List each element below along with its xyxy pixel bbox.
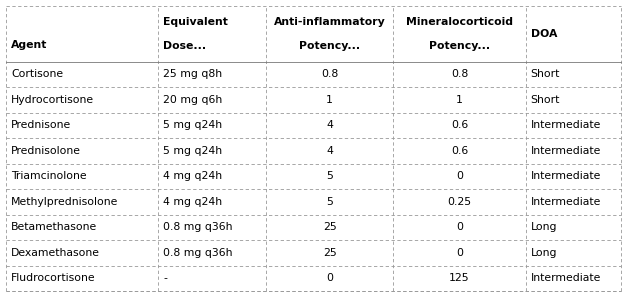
Text: 4: 4 — [326, 146, 333, 156]
Text: Methylprednisolone: Methylprednisolone — [11, 197, 119, 207]
Text: 25: 25 — [323, 248, 337, 258]
Text: 4 mg q24h: 4 mg q24h — [163, 197, 223, 207]
Text: Short: Short — [530, 69, 560, 79]
Text: 0: 0 — [326, 273, 333, 283]
Text: Hydrocortisone: Hydrocortisone — [11, 95, 95, 105]
Text: 0.8 mg q36h: 0.8 mg q36h — [163, 248, 233, 258]
Text: Intermediate: Intermediate — [530, 120, 601, 130]
Text: 0.25: 0.25 — [448, 197, 472, 207]
Text: 0.8: 0.8 — [451, 69, 468, 79]
Text: Mineralocorticoid: Mineralocorticoid — [406, 17, 513, 26]
Text: 5: 5 — [326, 171, 333, 181]
Text: Intermediate: Intermediate — [530, 273, 601, 283]
Text: 0: 0 — [456, 222, 463, 232]
Text: Intermediate: Intermediate — [530, 171, 601, 181]
Text: Prednisolone: Prednisolone — [11, 146, 82, 156]
Text: Long: Long — [530, 222, 557, 232]
Text: Equivalent: Equivalent — [163, 17, 228, 26]
Text: 0.6: 0.6 — [451, 120, 468, 130]
Text: 0.8 mg q36h: 0.8 mg q36h — [163, 222, 233, 232]
Text: Intermediate: Intermediate — [530, 146, 601, 156]
Text: 0.8: 0.8 — [321, 69, 339, 79]
Text: 25: 25 — [323, 222, 337, 232]
Text: Prednisone: Prednisone — [11, 120, 71, 130]
Text: Betamethasone: Betamethasone — [11, 222, 98, 232]
Text: Fludrocortisone: Fludrocortisone — [11, 273, 96, 283]
Text: Cortisone: Cortisone — [11, 69, 63, 79]
Text: 1: 1 — [326, 95, 333, 105]
Text: Potency...: Potency... — [429, 41, 490, 51]
Text: Potency...: Potency... — [299, 41, 361, 51]
Text: Agent: Agent — [11, 40, 48, 50]
Text: 20 mg q6h: 20 mg q6h — [163, 95, 223, 105]
Text: 4 mg q24h: 4 mg q24h — [163, 171, 223, 181]
Text: 0: 0 — [456, 248, 463, 258]
Text: 0.6: 0.6 — [451, 146, 468, 156]
Text: Short: Short — [530, 95, 560, 105]
Text: Dexamethasone: Dexamethasone — [11, 248, 100, 258]
Text: 5: 5 — [326, 197, 333, 207]
Text: Dose...: Dose... — [163, 41, 206, 51]
Text: 1: 1 — [456, 95, 463, 105]
Text: -: - — [163, 273, 167, 283]
Text: 5 mg q24h: 5 mg q24h — [163, 146, 223, 156]
Text: 5 mg q24h: 5 mg q24h — [163, 120, 223, 130]
Text: 25 mg q8h: 25 mg q8h — [163, 69, 223, 79]
Text: DOA: DOA — [530, 29, 557, 39]
Text: Long: Long — [530, 248, 557, 258]
Text: 125: 125 — [449, 273, 470, 283]
Text: Intermediate: Intermediate — [530, 197, 601, 207]
Text: Triamcinolone: Triamcinolone — [11, 171, 87, 181]
Text: 0: 0 — [456, 171, 463, 181]
Text: 4: 4 — [326, 120, 333, 130]
Text: Anti-inflammatory: Anti-inflammatory — [274, 17, 386, 26]
